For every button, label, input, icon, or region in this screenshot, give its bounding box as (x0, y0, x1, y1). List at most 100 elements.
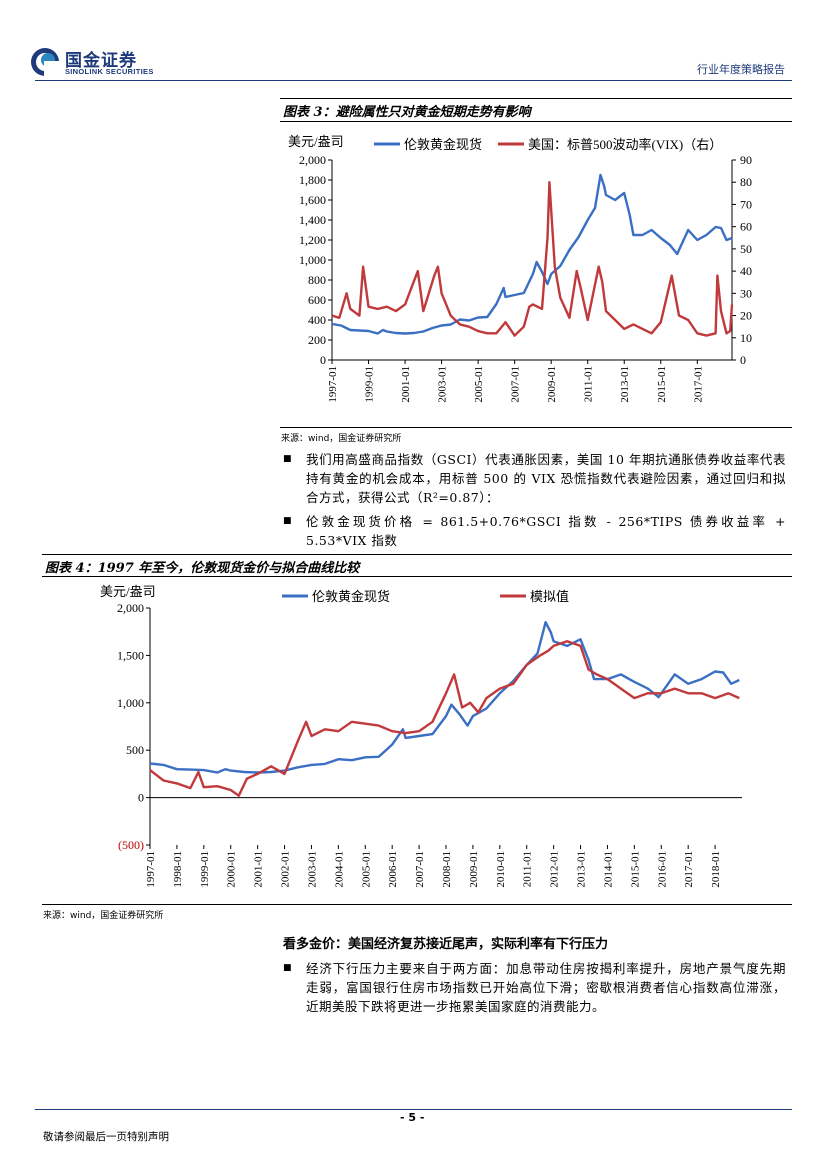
x-tick-label: 2018-01 (710, 851, 722, 888)
paragraph-economy-text: 经济下行压力主要来自于两方面：加息带动住房按揭利率提升，房地产景气度先期走弱，富… (306, 961, 786, 1014)
x-tick-label: 2000-01 (226, 851, 238, 888)
x-tick-label: 2005-01 (360, 851, 372, 888)
paragraph-economy: 经济下行压力主要来自于两方面：加息带动住房按揭利率提升，房地产景气度先期走弱，富… (306, 959, 786, 1016)
x-tick-label: 1997-01 (145, 851, 157, 888)
bullet-icon: ■ (283, 963, 292, 973)
figure4-title-rule (42, 576, 792, 577)
bullet-icon: ■ (283, 516, 292, 526)
y-tick-label: 800 (308, 273, 326, 287)
y2-tick-label: 60 (740, 220, 752, 234)
y-tick-label: 600 (308, 293, 326, 307)
report-type: 行业年度策略报告 (697, 63, 785, 76)
x-tick-label: 2012-01 (549, 851, 561, 888)
bullet-icon: ■ (283, 454, 292, 464)
x-tick-label: 2013-01 (619, 366, 631, 403)
logo-cn-text: 国金证券 (65, 51, 137, 71)
y-tick-label: 0 (320, 353, 326, 367)
y2-tick-label: 80 (740, 175, 752, 189)
x-tick-label: 1998-01 (172, 851, 184, 888)
series-line-2 (149, 640, 740, 797)
x-tick-label: 2011-01 (522, 851, 534, 887)
x-tick-label: 1999-01 (364, 366, 376, 403)
y-tick-label: 0 (138, 791, 144, 805)
series-line-1 (149, 621, 740, 774)
x-tick-label: 2005-01 (473, 366, 485, 403)
x-tick-label: 2002-01 (280, 851, 292, 888)
footer-rule (35, 1109, 792, 1110)
legend-label: 模拟值 (530, 589, 569, 604)
x-tick-label: 2004-01 (333, 851, 345, 888)
x-tick-label: 1999-01 (199, 851, 211, 888)
x-tick-label: 2015-01 (656, 366, 668, 403)
x-tick-label: 2007-01 (510, 366, 522, 403)
x-tick-label: 2003-01 (306, 851, 318, 888)
paragraph-regression-text: 我们用高盛商品指数（GSCI）代表通胀因素，美国 10 年期抗通胀债券收益率代表… (306, 452, 786, 505)
x-tick-label: 2010-01 (495, 851, 507, 888)
y2-tick-label: 30 (740, 286, 752, 300)
figure3-top-rule (280, 98, 792, 99)
x-tick-label: 2013-01 (576, 851, 588, 888)
figure3-source: 来源：wind，国金证券研究所 (281, 434, 402, 444)
y-tick-label: 2,000 (117, 601, 144, 615)
x-tick-label: 2014-01 (602, 851, 614, 888)
y2-tick-label: 20 (740, 309, 752, 323)
figure4-top-rule (42, 554, 792, 555)
x-tick-label: 2009-01 (468, 851, 480, 888)
y-axis-title: 美元/盎司 (288, 134, 344, 149)
x-tick-label: 2017-01 (692, 366, 704, 403)
y-axis-title: 美元/盎司 (100, 584, 156, 599)
series-line-2 (331, 181, 734, 337)
y-tick-label: 1,500 (117, 648, 144, 662)
x-tick-label: 2001-01 (253, 851, 265, 888)
y-tick-label: (500) (118, 838, 144, 852)
y-tick-label: 1,000 (117, 696, 144, 710)
x-tick-label: 2017-01 (683, 851, 695, 888)
figure4-chart: 2,000 1,500 1,000 500 0 (500)1997-01 1998-01 19… (100, 584, 742, 888)
figure3-title-rule (280, 121, 792, 122)
y2-tick-label: 50 (740, 242, 752, 256)
logo-en-text: SINOLINK SECURITIES (65, 67, 154, 76)
figure4-title: 图表 4：1997 年至今，伦敦现货金价与拟合曲线比较 (45, 561, 360, 576)
paragraph-regression: 我们用高盛商品指数（GSCI）代表通胀因素，美国 10 年期抗通胀债券收益率代表… (306, 450, 786, 507)
section-heading: 看多金价：美国经济复苏接近尾声，实际利率有下行压力 (283, 937, 609, 952)
figure4-bottom-rule (42, 904, 792, 905)
x-tick-label: 2008-01 (441, 851, 453, 888)
header-rule (35, 80, 792, 81)
x-tick-label: 2001-01 (400, 366, 412, 403)
page-number: - 5 - (400, 1111, 425, 1124)
y2-tick-label: 0 (740, 353, 746, 367)
x-tick-label: 2009-01 (546, 366, 558, 403)
paragraph-formula: 伦敦金现货价格 = 861.5+0.76*GSCI 指数 - 256*TIPS … (306, 512, 786, 550)
figure4-source: 来源：wind，国金证券研究所 (43, 911, 164, 921)
figure3-bottom-rule (280, 427, 792, 428)
x-tick-label: 1997-01 (327, 366, 339, 403)
footer-disclaimer: 敬请参阅最后一页特别声明 (43, 1131, 169, 1143)
y-tick-label: 1,200 (299, 233, 326, 247)
figure3-title: 图表 3：避险属性只对黄金短期走势有影响 (283, 105, 531, 120)
y-tick-label: 400 (308, 313, 326, 327)
y2-tick-label: 70 (740, 197, 752, 211)
x-tick-label: 2006-01 (387, 851, 399, 888)
x-tick-label: 2007-01 (414, 851, 426, 888)
legend-label: 伦敦黄金现货 (404, 137, 482, 152)
figure3-chart: 2,0001,8001,6001,4001,2001,0008006004002… (288, 134, 752, 403)
y2-tick-label: 40 (740, 264, 752, 278)
y2-tick-label: 90 (740, 153, 752, 167)
y-tick-label: 1,600 (299, 193, 326, 207)
logo-mark-icon (31, 48, 60, 77)
x-tick-label: 2016-01 (656, 851, 668, 888)
company-logo: 国金证券 SINOLINK SECURITIES (30, 45, 160, 77)
x-tick-label: 2015-01 (629, 851, 641, 888)
y-tick-label: 2,000 (299, 153, 326, 167)
x-tick-label: 2011-01 (583, 366, 595, 402)
y-tick-label: 1,000 (299, 253, 326, 267)
y-tick-label: 1,800 (299, 173, 326, 187)
y2-tick-label: 10 (740, 331, 752, 345)
x-tick-label: 2003-01 (437, 366, 449, 403)
y-tick-label: 1,400 (299, 213, 326, 227)
y-tick-label: 500 (126, 743, 144, 757)
legend-label: 美国：标普500波动率(VIX)（右） (528, 137, 722, 152)
paragraph-formula-text: 伦敦金现货价格 = 861.5+0.76*GSCI 指数 - 256*TIPS … (306, 514, 786, 548)
legend-label: 伦敦黄金现货 (312, 589, 390, 604)
y-tick-label: 200 (308, 333, 326, 347)
